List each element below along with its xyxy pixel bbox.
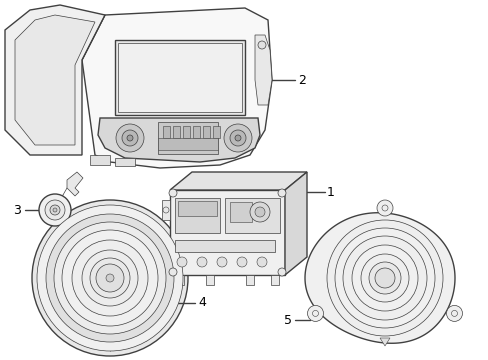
Polygon shape [5, 5, 105, 155]
Text: 5: 5 [284, 314, 291, 327]
Bar [213, 126, 220, 138]
Circle shape [50, 205, 60, 215]
Bar [229, 202, 251, 222]
Circle shape [334, 228, 434, 328]
Polygon shape [270, 275, 279, 285]
Polygon shape [245, 275, 253, 285]
Circle shape [72, 240, 148, 316]
Circle shape [374, 268, 394, 288]
Polygon shape [82, 8, 271, 168]
Polygon shape [170, 172, 306, 190]
Polygon shape [305, 213, 454, 343]
Circle shape [127, 135, 133, 141]
Bar [183, 126, 190, 138]
Circle shape [237, 257, 246, 267]
Circle shape [278, 268, 285, 276]
Circle shape [37, 205, 183, 351]
Polygon shape [285, 172, 306, 275]
Circle shape [53, 208, 57, 212]
Circle shape [446, 305, 462, 321]
Circle shape [177, 257, 186, 267]
Circle shape [96, 264, 124, 292]
Circle shape [224, 124, 251, 152]
Circle shape [351, 245, 417, 311]
Bar [203, 126, 209, 138]
Circle shape [116, 124, 143, 152]
Bar [175, 198, 220, 233]
Polygon shape [115, 40, 244, 115]
Bar [178, 201, 217, 216]
Circle shape [376, 200, 392, 216]
Bar [158, 138, 218, 150]
Bar [193, 126, 200, 138]
Circle shape [249, 202, 269, 222]
Text: 4: 4 [198, 297, 205, 310]
Polygon shape [176, 275, 183, 285]
Circle shape [217, 257, 226, 267]
Text: 1: 1 [326, 185, 334, 198]
Circle shape [278, 189, 285, 197]
Circle shape [197, 257, 206, 267]
Polygon shape [170, 190, 285, 275]
Circle shape [45, 200, 65, 220]
Text: 3: 3 [13, 203, 21, 216]
Bar [163, 126, 170, 138]
Circle shape [368, 262, 400, 294]
Circle shape [90, 258, 130, 298]
Text: 2: 2 [297, 73, 305, 86]
Circle shape [46, 214, 174, 342]
Circle shape [360, 254, 408, 302]
Circle shape [342, 236, 426, 320]
Circle shape [39, 194, 71, 226]
Polygon shape [118, 43, 242, 112]
Circle shape [169, 189, 177, 197]
Polygon shape [162, 200, 170, 220]
Circle shape [254, 207, 264, 217]
Circle shape [122, 130, 138, 146]
Circle shape [258, 41, 265, 49]
Polygon shape [205, 275, 214, 285]
Circle shape [82, 250, 138, 306]
Bar [224, 198, 280, 233]
Polygon shape [98, 118, 260, 162]
Circle shape [169, 268, 177, 276]
Polygon shape [379, 338, 389, 346]
Circle shape [106, 274, 114, 282]
Bar [115, 158, 135, 166]
Circle shape [307, 305, 323, 321]
Circle shape [257, 257, 266, 267]
Circle shape [326, 220, 442, 336]
Circle shape [32, 200, 187, 356]
Bar [158, 122, 218, 154]
Bar [173, 126, 180, 138]
Circle shape [54, 222, 165, 334]
Polygon shape [15, 15, 95, 145]
Bar [90, 155, 110, 165]
Circle shape [62, 230, 158, 326]
Circle shape [229, 130, 245, 146]
Circle shape [235, 135, 241, 141]
Bar [175, 240, 274, 252]
Polygon shape [67, 172, 83, 196]
Polygon shape [254, 35, 271, 105]
